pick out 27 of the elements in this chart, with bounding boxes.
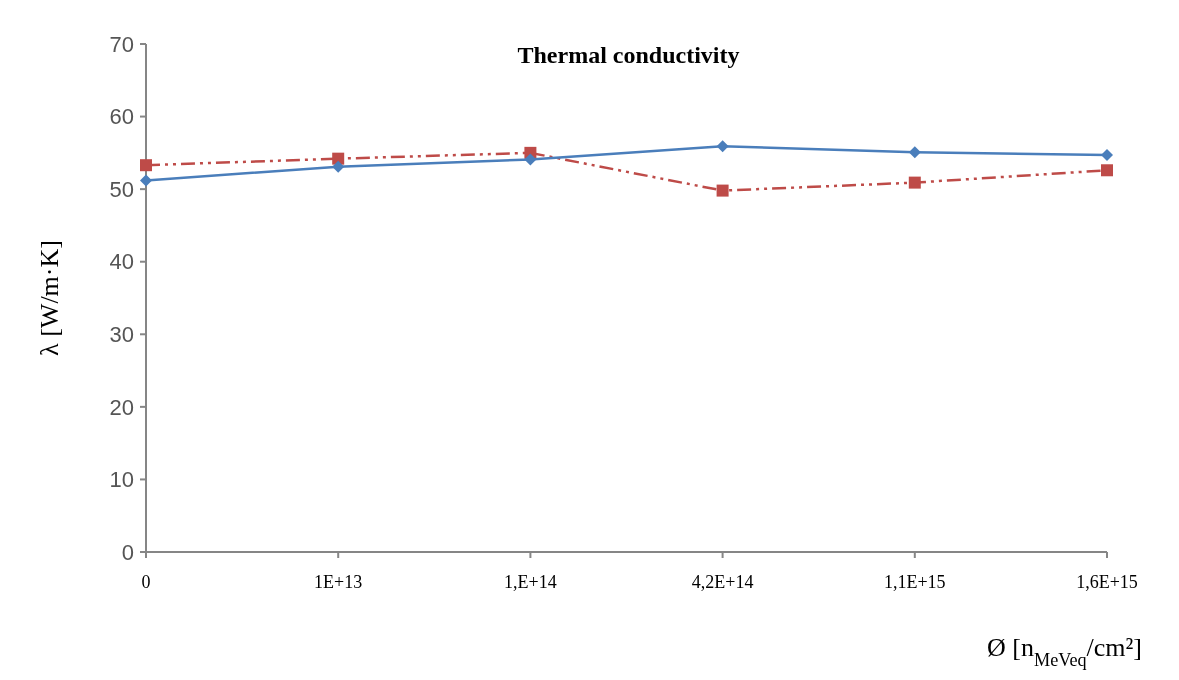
y-tick-label: 0 <box>121 539 134 565</box>
y-tick-label: 40 <box>109 249 134 275</box>
y-tick-label: 50 <box>109 176 134 202</box>
x-tick-label: 1,E+14 <box>504 572 557 592</box>
y-axis-title: λ [W/m·K] <box>35 240 64 356</box>
x-tick-label: 1,6E+15 <box>1076 572 1138 592</box>
point <box>716 140 729 153</box>
y-tick-label: 20 <box>109 394 134 420</box>
y-tick-label: 10 <box>109 467 134 493</box>
point <box>1101 149 1113 162</box>
chart-title: Thermal conductivity <box>517 42 740 68</box>
point <box>140 174 152 187</box>
y-tick-label: 70 <box>109 31 134 57</box>
x-tick-label: 1E+13 <box>314 572 363 592</box>
point <box>716 184 729 197</box>
point <box>1101 164 1113 177</box>
y-tick-label: 60 <box>109 104 134 130</box>
point <box>332 160 345 173</box>
point <box>140 159 152 172</box>
x-axis-title: Ø [n$_{MeVeq}$/cm²] <box>987 633 1142 670</box>
point <box>524 153 537 166</box>
x-tick-label: 4,2E+14 <box>691 572 754 592</box>
y-tick-label: 30 <box>109 321 134 347</box>
x-tick-label: 0 <box>141 572 151 592</box>
point <box>908 146 921 159</box>
point <box>908 176 921 189</box>
x-tick-label: 1,1E+15 <box>883 572 946 592</box>
